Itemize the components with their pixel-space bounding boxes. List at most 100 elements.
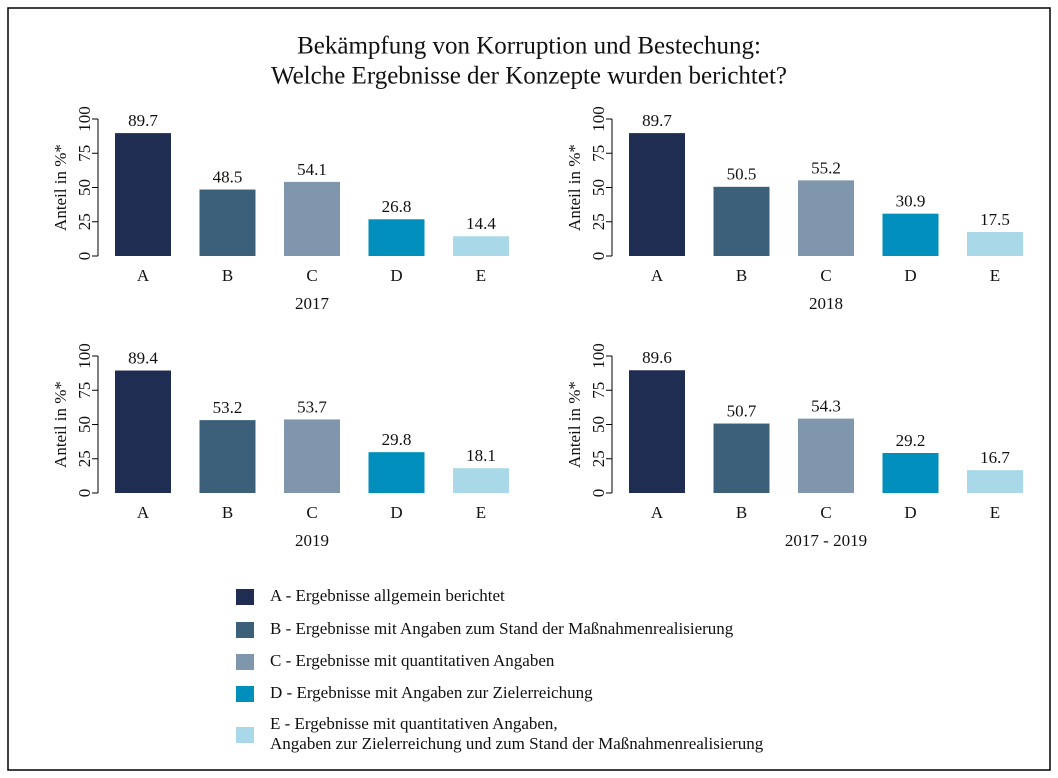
- x-tick-label: A: [651, 266, 664, 285]
- y-tick-label: 0: [75, 252, 94, 261]
- data-label: 16.7: [980, 448, 1010, 467]
- data-label: 17.5: [980, 210, 1010, 229]
- y-tick-label: 75: [75, 145, 94, 162]
- legend-label: D - Ergebnisse mit Angaben zur Zielerrei…: [270, 683, 593, 702]
- frame: [7, 7, 1051, 771]
- data-label: 53.7: [297, 397, 327, 416]
- y-tick-label: 75: [589, 145, 608, 162]
- x-tick-label: D: [904, 266, 916, 285]
- bar: [115, 133, 171, 256]
- data-label: 89.7: [642, 111, 672, 130]
- x-axis-label: 2019: [295, 531, 329, 550]
- y-tick-label: 0: [75, 489, 94, 498]
- x-tick-label: D: [904, 503, 916, 522]
- legend-swatch: [236, 727, 254, 743]
- bar: [629, 133, 685, 256]
- legend-label: A - Ergebnisse allgemein berichtet: [270, 586, 505, 605]
- x-tick-label: D: [390, 503, 402, 522]
- data-label: 29.2: [896, 431, 926, 450]
- y-tick-label: 25: [589, 213, 608, 230]
- bar: [453, 236, 509, 256]
- y-axis-label: Anteil in %*: [51, 381, 70, 468]
- x-tick-label: B: [736, 503, 747, 522]
- y-axis-label: Anteil in %*: [51, 144, 70, 231]
- x-axis-label: 2017 - 2019: [785, 531, 867, 550]
- x-tick-label: E: [990, 503, 1000, 522]
- x-tick-label: A: [651, 503, 664, 522]
- x-tick-label: B: [222, 503, 233, 522]
- x-tick-label: C: [306, 503, 317, 522]
- x-tick-label: D: [390, 266, 402, 285]
- x-tick-label: E: [990, 266, 1000, 285]
- x-tick-label: A: [137, 503, 150, 522]
- legend-swatch: [236, 589, 254, 605]
- data-label: 89.7: [128, 111, 158, 130]
- legend-swatch: [236, 686, 254, 702]
- y-tick-label: 25: [589, 450, 608, 467]
- chart-title: Welche Ergebnisse der Konzepte wurden be…: [271, 63, 787, 90]
- bar: [882, 452, 939, 493]
- y-tick-label: 0: [589, 489, 608, 498]
- bar: [453, 468, 509, 493]
- y-tick-label: 50: [75, 179, 94, 196]
- data-label: 50.7: [727, 401, 757, 420]
- data-label: 26.8: [382, 197, 412, 216]
- x-tick-label: E: [476, 503, 486, 522]
- data-label: 89.4: [128, 348, 158, 367]
- bar: [798, 418, 854, 493]
- y-tick-label: 100: [75, 343, 94, 369]
- x-tick-label: B: [736, 266, 747, 285]
- legend-swatch: [236, 622, 254, 638]
- bar: [713, 186, 770, 256]
- bar: [967, 232, 1023, 256]
- data-label: 53.2: [213, 398, 243, 417]
- bar: [368, 452, 425, 493]
- bar: [115, 370, 171, 493]
- y-tick-label: 0: [589, 252, 608, 261]
- x-tick-label: C: [306, 266, 317, 285]
- legend-label: E - Ergebnisse mit quantitativen Angaben…: [270, 714, 558, 733]
- y-tick-label: 50: [75, 416, 94, 433]
- bar: [368, 219, 425, 256]
- chart-title: Bekämpfung von Korruption und Bestechung…: [297, 33, 761, 60]
- legend-label: B - Ergebnisse mit Angaben zum Stand der…: [270, 619, 734, 638]
- bar: [284, 419, 340, 493]
- y-tick-label: 100: [589, 343, 608, 369]
- data-label: 14.4: [466, 214, 496, 233]
- bar: [798, 180, 854, 256]
- bar: [199, 420, 256, 493]
- data-label: 54.1: [297, 160, 327, 179]
- y-tick-label: 50: [589, 179, 608, 196]
- y-tick-label: 25: [75, 213, 94, 230]
- x-tick-label: A: [137, 266, 150, 285]
- y-axis-label: Anteil in %*: [565, 381, 584, 468]
- data-label: 30.9: [896, 192, 926, 211]
- bar: [629, 370, 685, 493]
- data-label: 55.2: [811, 158, 841, 177]
- legend-swatch: [236, 654, 254, 670]
- y-tick-label: 25: [75, 450, 94, 467]
- data-label: 54.3: [811, 397, 841, 416]
- data-label: 29.8: [382, 430, 412, 449]
- data-label: 50.5: [727, 165, 757, 184]
- data-label: 18.1: [466, 446, 496, 465]
- x-tick-label: C: [820, 266, 831, 285]
- y-tick-label: 75: [75, 382, 94, 399]
- bar: [713, 423, 770, 493]
- x-tick-label: E: [476, 266, 486, 285]
- x-axis-label: 2018: [809, 294, 843, 313]
- legend-label: C - Ergebnisse mit quantitativen Angaben: [270, 651, 555, 670]
- y-tick-label: 75: [589, 382, 608, 399]
- x-tick-label: B: [222, 266, 233, 285]
- y-tick-label: 50: [589, 416, 608, 433]
- bar: [284, 181, 340, 256]
- legend-label: Angaben zur Zielerreichung und zum Stand…: [270, 734, 764, 753]
- y-axis-label: Anteil in %*: [565, 144, 584, 231]
- bar: [199, 189, 256, 256]
- bar: [967, 470, 1023, 493]
- y-tick-label: 100: [75, 106, 94, 132]
- x-tick-label: C: [820, 503, 831, 522]
- x-axis-label: 2017: [295, 294, 330, 313]
- y-tick-label: 100: [589, 106, 608, 132]
